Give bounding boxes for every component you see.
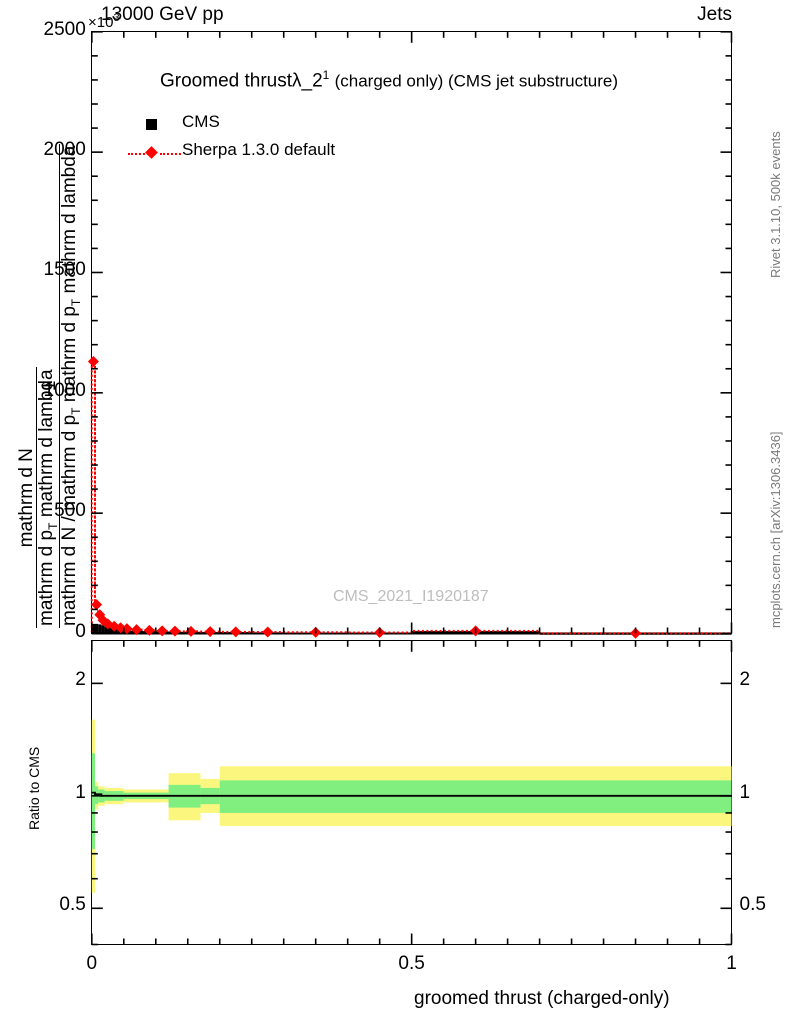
main-y-axis-title-numerator: mathrm d N [16, 367, 38, 628]
sherpa-diamond-marker [156, 625, 168, 637]
sherpa-dotted-line-icon-right [160, 153, 181, 155]
main-y-axis-title-prefix [20, 623, 42, 628]
ratio-line [91, 791, 732, 797]
main-y-tick-label: 0 [75, 620, 86, 642]
ratio-y-tick-label-right: 1 [739, 781, 751, 803]
main-y-tick-label: 500 [54, 500, 86, 522]
main-y-tick-label: 2500 [43, 18, 86, 40]
sherpa-diamond-marker [91, 599, 103, 611]
sherpa-diamond-marker [262, 626, 274, 638]
sherpa-dotted-line-icon [128, 153, 149, 155]
y-axis-multiplier-exponent: 3 [113, 12, 120, 24]
y-axis-multiplier: ×103 [88, 12, 120, 31]
sherpa-diamond-marker [169, 625, 181, 637]
overlay-denominator: mathrm d N / mathrm d pT mathrm d pT mat… [59, 145, 84, 626]
analysis-id-watermark: CMS_2021_I1920187 [333, 588, 489, 605]
plot-title-main: Groomed thrust [160, 70, 292, 92]
overlay-numerator: 1 [39, 143, 61, 628]
ratio-y-tick-label: 2 [75, 669, 86, 691]
ratio-y-tick-label: 1 [75, 781, 86, 803]
sherpa-diamond-marker [87, 356, 99, 368]
mcplots-reference-label: mcplots.cern.ch [arXiv:1306.3436] [768, 431, 783, 628]
analysis-category-label: Jets [697, 4, 732, 25]
ratio-y-tick-label-right: 0.5 [739, 894, 766, 916]
sherpa-diamond-marker [230, 626, 242, 638]
x-tick-label: 0 [86, 952, 98, 974]
main-y-tick-label: 1500 [43, 259, 86, 281]
y-axis-multiplier-base: ×10 [88, 14, 114, 31]
x-tick-label: 1 [726, 952, 737, 974]
cms-square-marker-icon [146, 119, 157, 130]
rivet-version-label: Rivet 3.1.10, 500k events [768, 131, 783, 278]
sherpa-diamond-marker [204, 626, 216, 638]
sherpa-diamond-marker [143, 624, 155, 636]
ratio-y-tick-label-right: 2 [739, 669, 751, 691]
plot-title-observable-sup: 1 [322, 68, 330, 82]
plot-title-qualifier: (charged only) (CMS jet substructure) [334, 71, 619, 91]
x-tick-label: 0.5 [398, 952, 425, 974]
main-y-tick-label: 1000 [43, 379, 86, 401]
legend-label-cms: CMS [182, 112, 220, 131]
x-axis-title: groomed thrust (charged-only) [414, 988, 670, 1009]
ratio-y-tick-label: 0.5 [59, 894, 86, 916]
beam-energy-label: 13000 GeV pp [101, 4, 224, 25]
sherpa-diamond-marker [131, 624, 143, 636]
legend-label-sherpa: Sherpa 1.3.0 default [182, 140, 336, 159]
main-y-axis-title-overlay: 1 mathrm d N / mathrm d pT mathrm d pT m… [39, 143, 84, 628]
main-y-tick-label: 2000 [43, 139, 86, 161]
ratio-y-axis-title: Ratio to CMS [26, 746, 42, 830]
plot-title: Groomed thrustλ_21 (charged only) (CMS j… [160, 68, 618, 92]
plot-title-observable: λ_2 [292, 70, 323, 92]
